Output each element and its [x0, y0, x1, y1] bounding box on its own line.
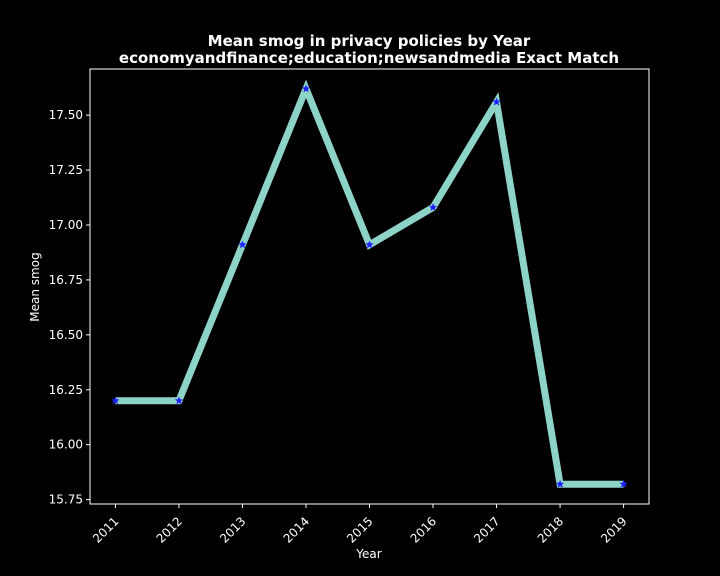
x-tick-label: 2019	[598, 514, 629, 545]
data-point	[365, 240, 374, 249]
x-tick-label: 2014	[281, 514, 312, 545]
y-tick-label: 17.50	[49, 108, 83, 122]
y-tick-label: 16.75	[49, 273, 83, 287]
x-axis: 2011 2012 2013 2014 2015 2016 2017 2018 2019	[90, 504, 630, 546]
data-point	[238, 240, 247, 249]
data-point	[301, 84, 311, 93]
x-tick-label: 2016	[408, 514, 439, 545]
x-tick-label: 2011	[90, 514, 121, 545]
data-point	[619, 479, 628, 488]
data-point	[555, 479, 565, 488]
series-line	[115, 79, 624, 488]
series-group	[111, 79, 628, 488]
data-point	[111, 396, 120, 405]
x-axis-label: Year	[355, 547, 381, 561]
data-point	[428, 202, 438, 212]
chart-subtitle: economyandfinance;education;newsandmedia…	[119, 49, 619, 67]
y-tick-label: 16.25	[49, 383, 83, 397]
x-tick-label: 2013	[217, 514, 248, 545]
x-tick-label: 2018	[535, 514, 566, 545]
y-tick-label: 17.25	[49, 163, 83, 177]
y-axis: 15.75 16.00 16.25 16.50 16.75 17.00 17.25 17.50	[49, 108, 90, 507]
data-point	[492, 97, 501, 106]
y-tick-label: 15.75	[49, 493, 83, 507]
y-axis-label: Mean smog	[28, 252, 42, 321]
y-tick-label: 16.00	[49, 438, 83, 452]
x-tick-label: 2012	[154, 514, 185, 545]
y-tick-label: 16.50	[49, 328, 83, 342]
data-point	[174, 396, 184, 405]
y-tick-label: 17.00	[49, 218, 83, 232]
plot-frame	[89, 68, 650, 505]
chart-title: Mean smog in privacy policies by Year	[208, 32, 531, 50]
x-tick-label: 2015	[344, 514, 375, 545]
x-tick-label: 2017	[471, 514, 502, 545]
